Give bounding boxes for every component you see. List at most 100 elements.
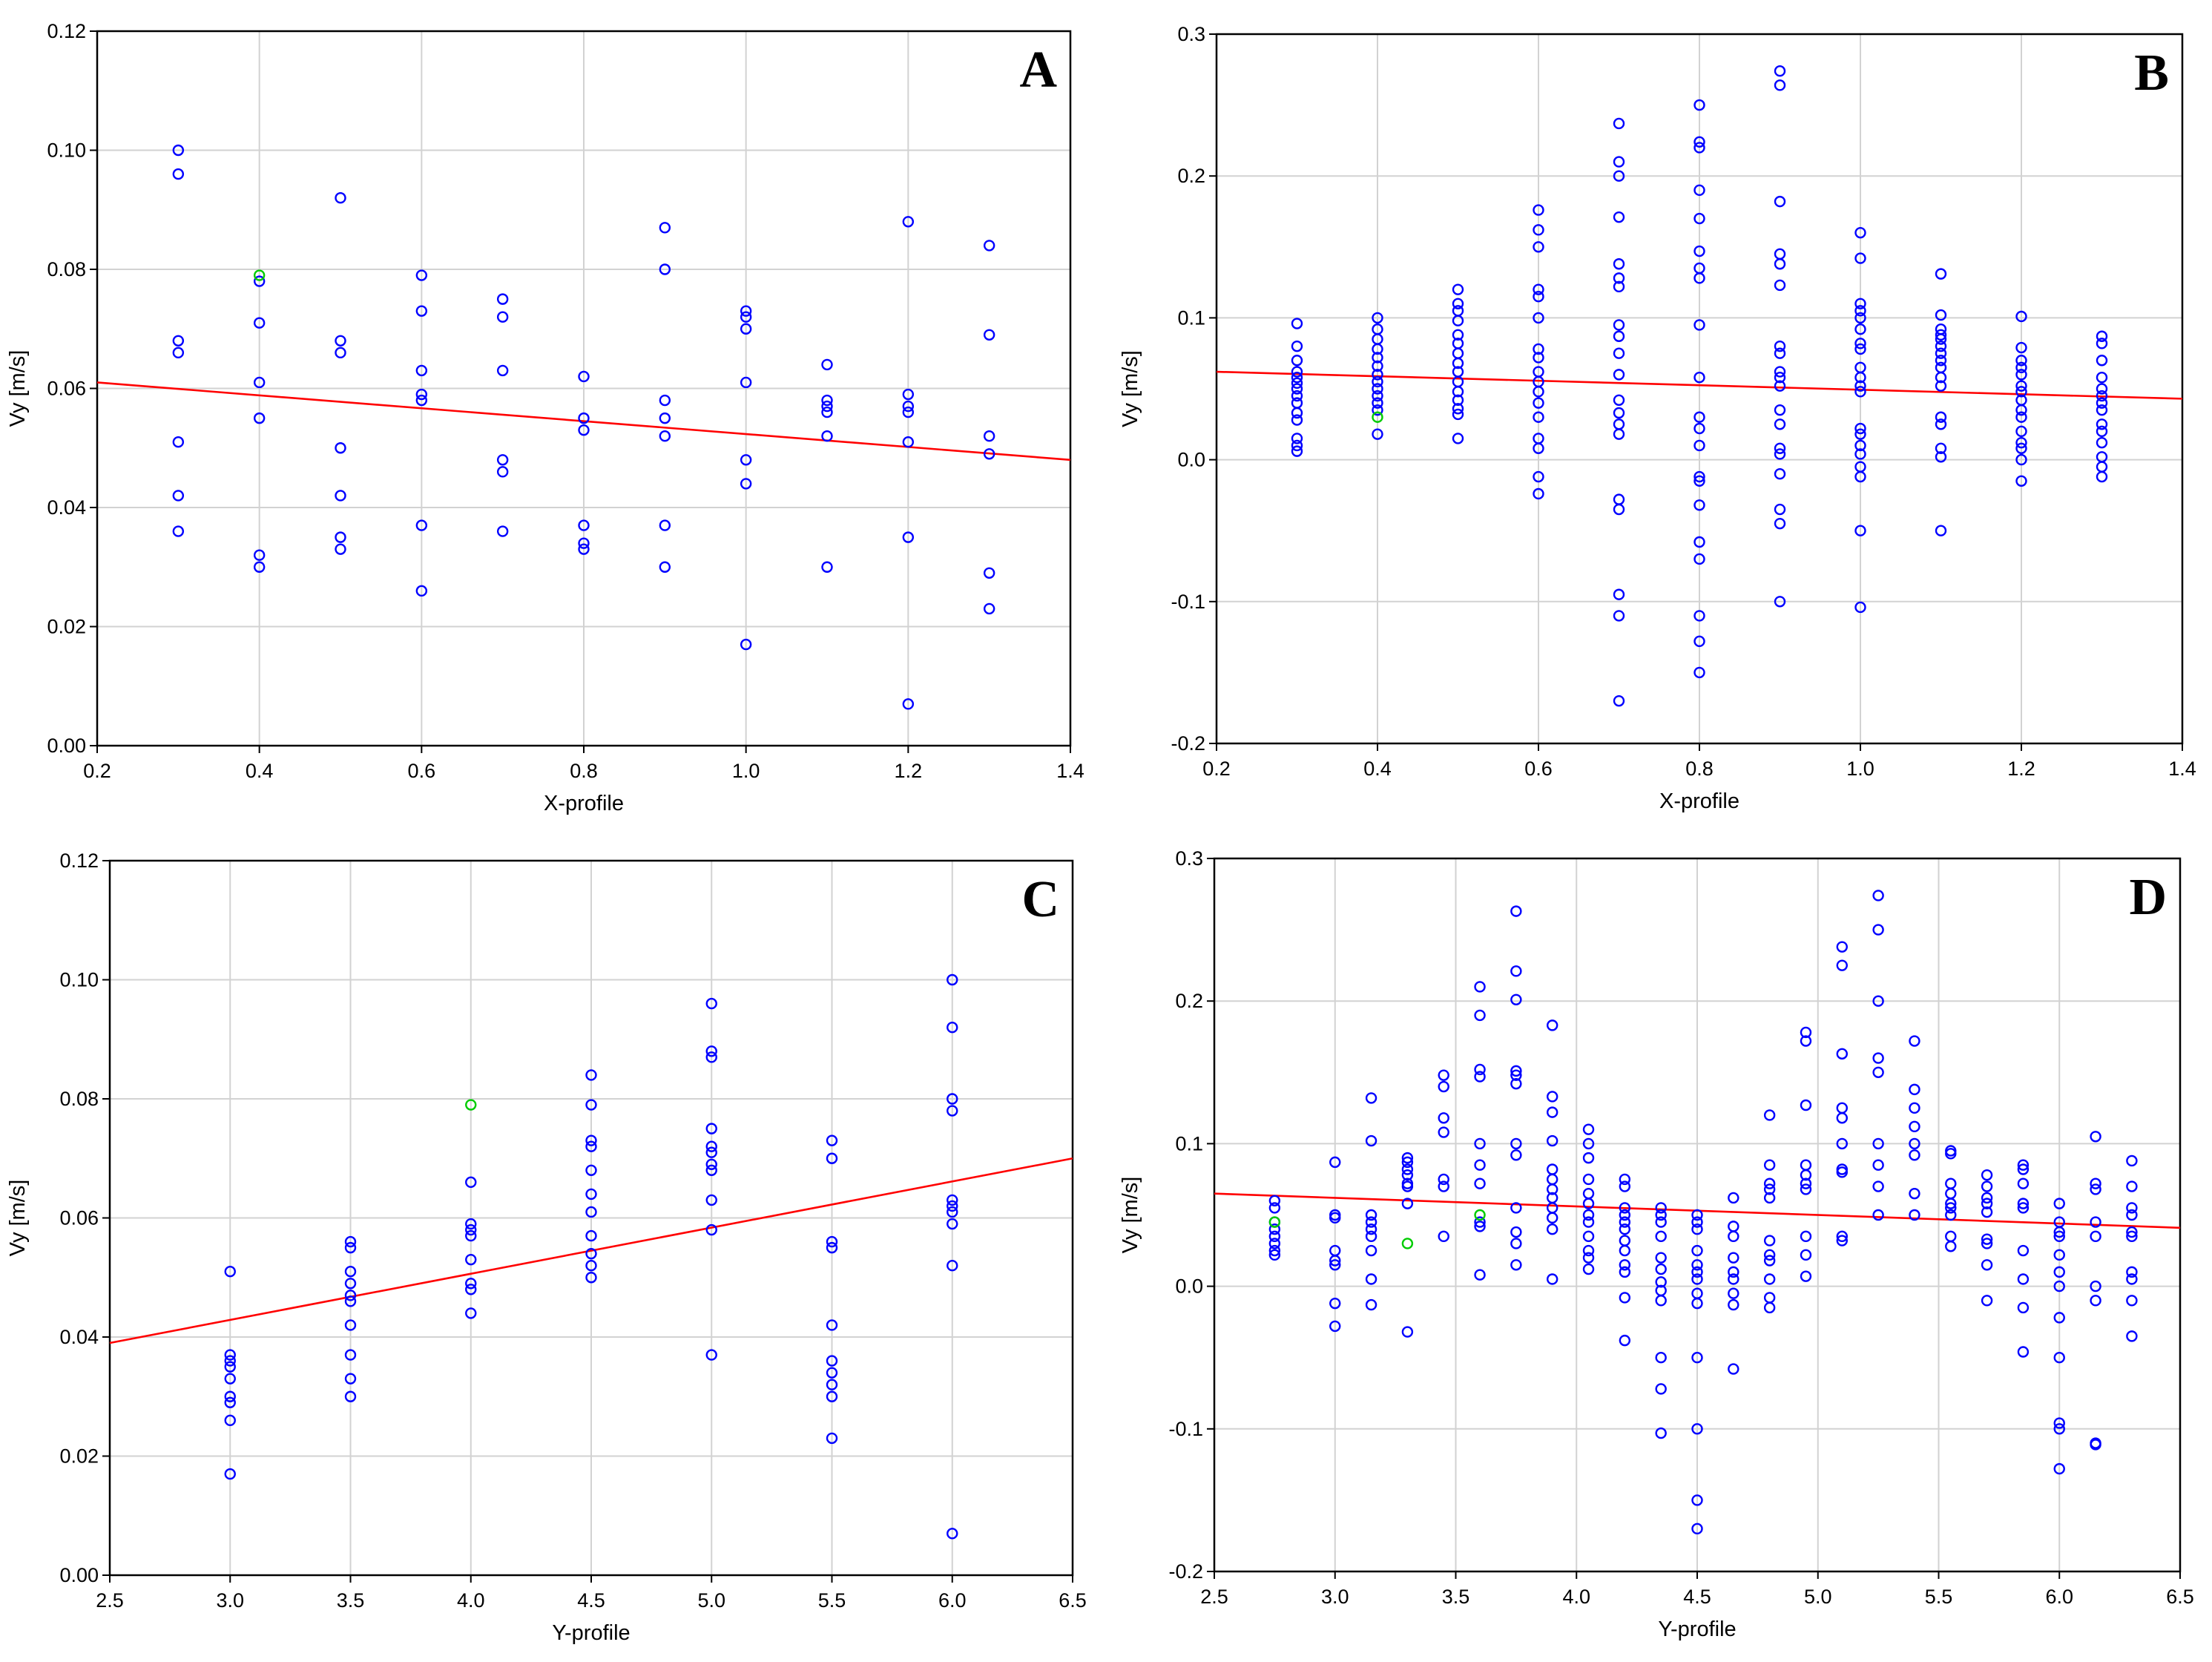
data-point xyxy=(902,406,915,418)
y-axis-title: Vy [m/s] xyxy=(1119,350,1142,427)
data-point xyxy=(1438,1173,1449,1186)
data-point xyxy=(1800,1177,1812,1189)
data-point xyxy=(585,1140,597,1152)
data-point xyxy=(585,1206,597,1218)
plot-frame xyxy=(1215,33,2184,745)
data-point xyxy=(1613,156,1625,168)
highlight-point xyxy=(465,1099,477,1111)
data-point xyxy=(1935,329,1947,341)
y-tick-label: 0.06 xyxy=(59,1207,99,1229)
data-point xyxy=(902,216,915,228)
data-point xyxy=(1909,1137,1920,1150)
data-point xyxy=(1510,1069,1522,1081)
data-point xyxy=(1691,1351,1703,1364)
data-point xyxy=(1372,397,1383,409)
data-point xyxy=(1291,439,1303,452)
data-point xyxy=(1774,503,1786,516)
data-point xyxy=(1510,1137,1522,1150)
data-point xyxy=(344,1278,357,1290)
data-point xyxy=(1935,361,1947,374)
data-point xyxy=(1582,1137,1595,1150)
data-point xyxy=(585,1247,597,1260)
data-point xyxy=(1981,1180,1993,1192)
data-point xyxy=(947,1528,958,1540)
data-point xyxy=(1935,268,1947,280)
data-point xyxy=(659,263,671,275)
data-point xyxy=(172,525,185,537)
y-tick-label: 0.08 xyxy=(47,258,86,280)
data-point xyxy=(1438,1080,1449,1093)
data-point xyxy=(1619,1292,1631,1304)
data-point xyxy=(1329,1212,1341,1224)
data-point xyxy=(344,1373,357,1385)
data-point xyxy=(1836,959,1849,971)
data-point xyxy=(983,567,995,579)
data-point xyxy=(1438,1126,1449,1138)
data-point xyxy=(1981,1233,1993,1245)
data-point xyxy=(415,394,428,407)
data-point xyxy=(1691,1259,1703,1271)
data-point xyxy=(1693,422,1705,435)
data-point xyxy=(1655,1383,1667,1395)
data-point xyxy=(1268,1230,1281,1243)
data-point xyxy=(826,1235,838,1248)
data-point xyxy=(1774,448,1786,460)
data-point xyxy=(1854,305,1866,317)
data-point xyxy=(1613,280,1625,293)
data-point xyxy=(1800,1230,1812,1243)
data-point xyxy=(224,1266,236,1278)
data-point xyxy=(826,1319,838,1331)
data-point xyxy=(578,543,590,555)
data-point xyxy=(1582,1263,1595,1275)
data-point xyxy=(1452,408,1464,421)
y-tick-label: 0.12 xyxy=(59,850,99,872)
data-point xyxy=(1452,298,1464,309)
data-point xyxy=(659,412,671,424)
data-point xyxy=(1774,404,1786,416)
data-point xyxy=(1836,941,1849,953)
data-point xyxy=(705,1146,717,1158)
data-point xyxy=(947,973,958,986)
data-point xyxy=(1268,1249,1281,1261)
data-point xyxy=(1372,390,1383,402)
data-point xyxy=(1401,1163,1414,1175)
data-point xyxy=(1533,343,1544,355)
data-point xyxy=(821,561,833,573)
data-point xyxy=(1291,318,1303,329)
data-point xyxy=(2126,1273,2138,1285)
data-point xyxy=(1329,1255,1341,1267)
data-point xyxy=(1854,422,1866,435)
data-point xyxy=(465,1284,477,1295)
data-point xyxy=(335,490,346,502)
data-point xyxy=(1774,442,1786,455)
data-point xyxy=(705,1140,717,1152)
y-tick-label: 0.04 xyxy=(59,1326,99,1348)
data-point xyxy=(1945,1187,1957,1200)
data-point xyxy=(1619,1209,1631,1221)
highlight-point xyxy=(1474,1209,1486,1221)
data-point xyxy=(1945,1209,1957,1221)
data-point xyxy=(947,1200,958,1212)
data-point xyxy=(821,394,833,407)
data-point xyxy=(1365,1223,1377,1235)
x-tick-label: 3.0 xyxy=(216,1589,244,1612)
data-point xyxy=(1691,1273,1703,1285)
data-point xyxy=(826,1367,838,1379)
data-point xyxy=(2015,361,2027,374)
data-point xyxy=(1774,468,1786,480)
data-point xyxy=(578,424,590,436)
data-point xyxy=(1655,1216,1667,1228)
data-point xyxy=(1452,394,1464,406)
data-point xyxy=(1935,525,1947,536)
data-point xyxy=(172,335,185,346)
data-point xyxy=(1613,319,1625,331)
data-point xyxy=(496,466,509,478)
data-point xyxy=(1372,360,1383,372)
data-point xyxy=(1981,1169,1993,1181)
y-tick-label: 0.04 xyxy=(47,496,86,519)
data-point xyxy=(1613,407,1625,419)
data-point xyxy=(1836,1112,1849,1124)
data-point xyxy=(1763,1249,1776,1261)
data-point xyxy=(2015,411,2027,423)
data-point xyxy=(1533,470,1544,483)
